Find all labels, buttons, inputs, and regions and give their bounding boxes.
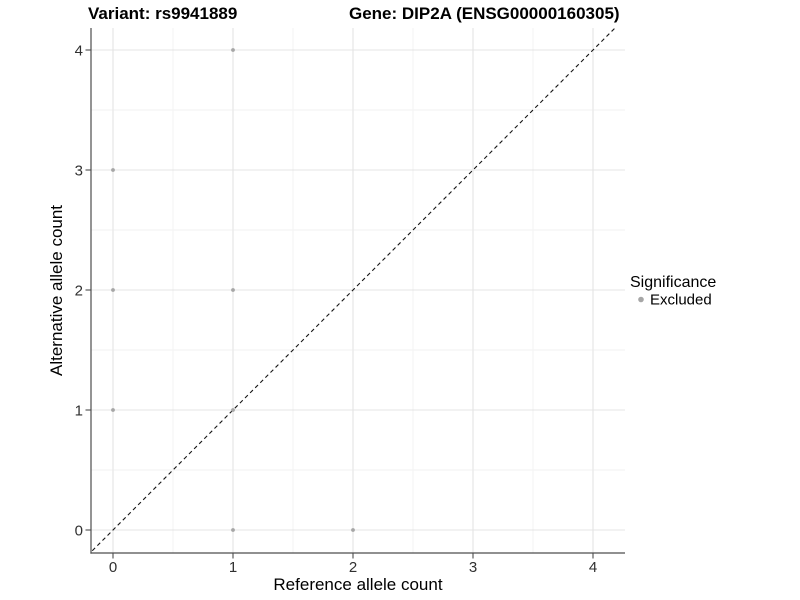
point-excluded-1-2 <box>231 288 235 292</box>
plot-title-variant: Variant: rs9941889 <box>88 4 237 23</box>
plot-title-gene: Gene: DIP2A (ENSG00000160305) <box>349 4 620 23</box>
x-tick-label-4: 4 <box>589 559 597 576</box>
major-gridlines <box>91 28 625 553</box>
x-tick-label-2: 2 <box>349 559 357 576</box>
point-excluded-0-1 <box>111 408 115 412</box>
y-tick-label-3: 3 <box>75 162 83 179</box>
legend-title: Significance <box>630 274 716 291</box>
y-tick-label-1: 1 <box>75 402 83 419</box>
identity-dashed-line <box>91 28 616 553</box>
x-tick-label-0: 0 <box>109 559 117 576</box>
point-excluded-0-3 <box>111 168 115 172</box>
y-tick-label-2: 2 <box>75 282 83 299</box>
y-axis-title: Alternative allele count <box>47 205 66 376</box>
point-excluded-1-0 <box>231 528 235 532</box>
x-tick-label-1: 1 <box>229 559 237 576</box>
axis-tick-labels: 0 1 2 3 4 0 1 2 3 4 <box>75 42 598 576</box>
point-excluded-1-1 <box>231 408 235 412</box>
point-excluded-0-2 <box>111 288 115 292</box>
axes <box>85 28 625 559</box>
point-excluded-1-4 <box>231 48 235 52</box>
legend: Significance Excluded <box>630 274 716 309</box>
y-tick-label-0: 0 <box>75 522 83 539</box>
legend-key-point-icon <box>638 296 644 303</box>
point-excluded-2-0 <box>351 528 355 532</box>
x-axis-title: Reference allele count <box>273 575 442 594</box>
legend-item-label-excluded: Excluded <box>650 292 712 309</box>
identity-reference-line-group <box>91 28 616 553</box>
data-points <box>111 48 355 532</box>
y-tick-label-4: 4 <box>75 42 83 59</box>
x-tick-label-3: 3 <box>469 559 477 576</box>
